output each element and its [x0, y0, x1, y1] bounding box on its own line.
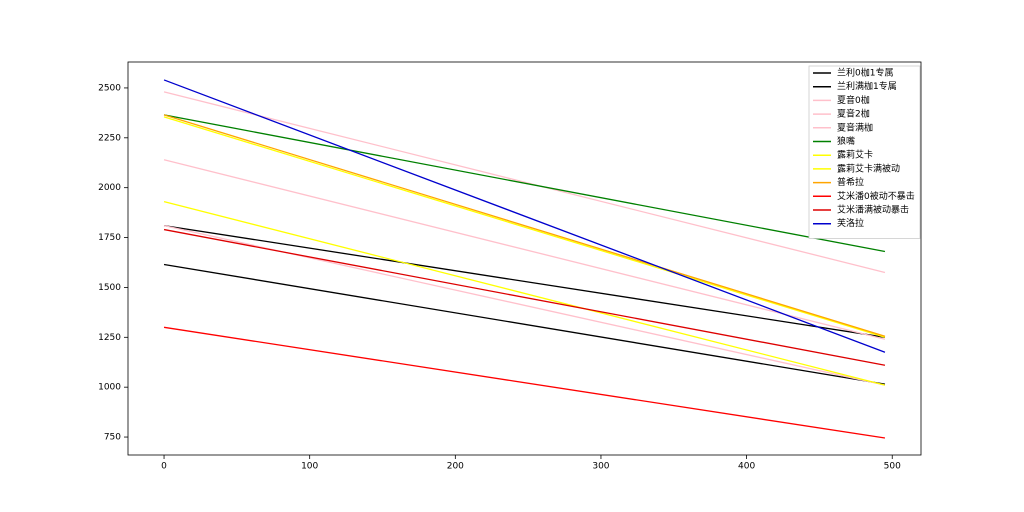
- series-line: [163, 263, 886, 385]
- legend-label: 普希拉: [837, 176, 864, 188]
- legend-label: 夏音2枷: [837, 108, 870, 120]
- legend-label: 兰利满枷1专属: [837, 80, 897, 92]
- legend-label: 狼嘴: [837, 135, 855, 147]
- y-tick-label: 750: [104, 433, 121, 443]
- x-tick-label: 200: [447, 462, 464, 472]
- series-line: [163, 228, 886, 366]
- y-tick-label: 2500: [98, 83, 121, 93]
- series-line: [163, 114, 886, 253]
- series-line: [163, 116, 886, 338]
- series-line: [163, 201, 886, 386]
- series-line: [163, 224, 886, 338]
- legend-label: 艾米潘满被动暴击: [837, 204, 909, 216]
- x-tick-label: 0: [161, 462, 167, 472]
- y-tick-label: 1500: [98, 283, 121, 293]
- legend-label: 夏音0枷: [837, 94, 870, 106]
- y-tick-label: 1250: [98, 333, 121, 343]
- x-tick-label: 100: [301, 462, 318, 472]
- plot-frame: [127, 61, 922, 456]
- series-line: [163, 79, 886, 353]
- x-tick-label: 400: [738, 462, 755, 472]
- x-tick-label: 300: [592, 462, 609, 472]
- series-line: [163, 91, 886, 274]
- legend-label: 夏音满枷: [837, 121, 873, 133]
- legend-label: 艾米潘0被动不暴击: [837, 190, 915, 202]
- legend-label: 兰利0枷1专属: [837, 67, 893, 79]
- series-line: [163, 326, 886, 439]
- legend-label: 露莉艾卡满被动: [837, 162, 900, 174]
- y-tick-label: 1000: [98, 383, 121, 393]
- x-tick-label: 500: [884, 462, 901, 472]
- series-line: [163, 114, 886, 337]
- y-tick-label: 2000: [98, 183, 121, 193]
- y-tick-label: 1750: [98, 233, 121, 243]
- series-line: [163, 159, 886, 340]
- legend-label: 芙洛拉: [837, 217, 864, 229]
- y-tick-label: 2250: [98, 133, 121, 143]
- legend-label: 露莉艾卡: [837, 149, 873, 161]
